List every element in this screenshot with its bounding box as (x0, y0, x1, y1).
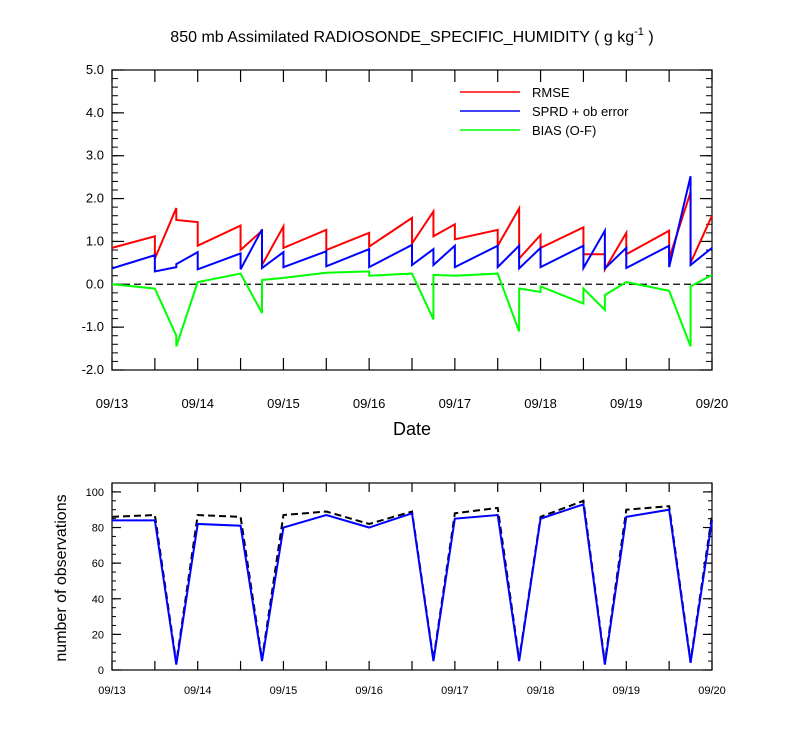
x-tick-label: 09/20 (696, 396, 729, 411)
legend-label: BIAS (O-F) (532, 123, 596, 138)
y-tick-label: 20 (92, 629, 104, 641)
y-axis-label: number of observations (53, 494, 70, 661)
chart-title: 850 mb Assimilated RADIOSONDE_SPECIFIC_H… (170, 26, 653, 46)
y-tick-label: 60 (92, 558, 104, 570)
x-tick-label: 09/13 (98, 685, 126, 697)
x-tick-label: 09/18 (527, 685, 555, 697)
rmse-spread-bias-chart: 850 mb Assimilated RADIOSONDE_SPECIFIC_H… (82, 26, 729, 439)
y-tick-label: 4.0 (86, 105, 104, 120)
series-line-solid (112, 503, 713, 665)
y-tick-label: 40 (92, 594, 104, 606)
y-tick-label: 100 (86, 487, 104, 499)
x-tick-label: 09/16 (355, 685, 383, 697)
x-tick-label: 09/16 (353, 396, 386, 411)
series-line-rmse (111, 191, 713, 273)
x-tick-label: 09/15 (267, 396, 300, 411)
bottom-plot-area: 09/13 09/14 09/15 09/16 09/17 09/18 09/19 09/20… (86, 482, 726, 697)
x-tick-label: 09/19 (613, 685, 641, 697)
top-plot-area: 09/13 09/14 09/15 09/16 09/17 09/18 09/19 09/20… (82, 62, 729, 411)
x-tick-label: 09/13 (96, 396, 129, 411)
series-line-dashed (111, 499, 713, 664)
x-tick-label: 09/14 (184, 685, 212, 697)
y-tick-label: 3.0 (86, 148, 104, 163)
x-axis-label: Date (393, 419, 431, 439)
x-tick-label: 09/17 (439, 396, 472, 411)
legend-label: RMSE (532, 85, 570, 100)
x-tick-label: 09/15 (270, 685, 298, 697)
x-tick-label: 09/19 (610, 396, 643, 411)
x-tick-label: 09/18 (524, 396, 557, 411)
observation-count-chart: 09/13 09/14 09/15 09/16 09/17 09/18 09/19 09/20… (53, 482, 726, 697)
legend: RMSE SPRD + ob error BIAS (O-F) (460, 85, 629, 138)
series-line-bias-o-f (111, 270, 713, 347)
y-tick-label: -1.0 (82, 319, 104, 334)
y-tick-label: 5.0 (86, 62, 104, 77)
series-line-sprd-ob-error (111, 176, 713, 273)
y-tick-label: 0 (98, 665, 104, 677)
y-tick-label: 80 (92, 523, 104, 535)
y-tick-label: -2.0 (82, 362, 104, 377)
y-tick-label: 2.0 (86, 191, 104, 206)
legend-label: SPRD + ob error (532, 104, 629, 119)
y-tick-label: 0.0 (86, 276, 104, 291)
y-tick-label: 1.0 (86, 233, 104, 248)
x-tick-label: 09/17 (441, 685, 469, 697)
x-tick-label: 09/14 (181, 396, 214, 411)
x-tick-label: 09/20 (698, 685, 726, 697)
